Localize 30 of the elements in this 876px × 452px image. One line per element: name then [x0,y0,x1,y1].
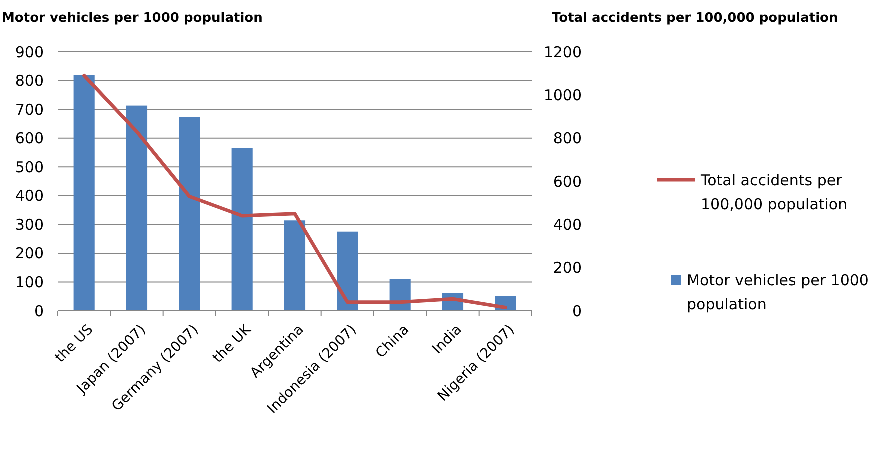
y-axis-title: Motor vehicles per 1000 population [2,11,263,26]
y-tick-label: 900 [15,43,44,62]
line-series [82,74,508,310]
y2-axis-title: Total accidents per 100,000 population [552,11,838,26]
y2-tick-label: 1000 [544,86,582,104]
y-tick-label: 800 [15,72,44,90]
bar [179,117,200,311]
y2-tick-label: 600 [553,172,582,191]
bar [126,106,148,311]
bar [232,148,253,311]
y2-tick-label: 1200 [544,43,582,62]
y-tick-label: 300 [15,216,44,234]
y-tick-label: 700 [15,100,44,119]
y-tick-label: 200 [15,244,44,263]
x-tick-label: the US [52,322,97,366]
bar [337,232,358,311]
y2-tick-label: 400 [553,216,582,234]
y-tick-label: 0 [34,302,44,320]
y2-tick-label: 0 [572,302,582,320]
y-tick-label: 600 [15,130,44,148]
y2-tick-label: 200 [553,259,582,278]
y-tick-label: 100 [15,273,44,292]
legend-label: Motor vehicles per 1000 population [687,271,869,314]
y2-tick-label: 800 [553,130,582,148]
y-tick-label: 500 [15,158,44,176]
bar [74,75,95,311]
y-tick-label: 400 [15,187,44,206]
legend-label: Total accidents per 100,000 population [700,171,848,214]
x-tick-label: the UK [210,321,256,366]
bar [284,220,306,311]
